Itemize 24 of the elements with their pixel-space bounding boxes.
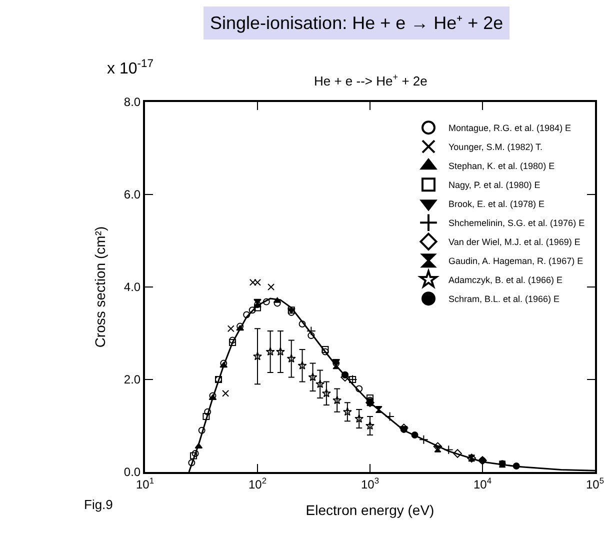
chart-title: Single-ionisation: He + e → He⁺ + 2e [210,13,504,33]
y-tick-label: 8.0 [124,95,141,110]
x-tick-label: 10$^{3}$ [360,475,380,492]
legend-label: Adamczyk, B. et al. (1966) E [448,275,563,286]
legend-label: Shchemelinin, S.G. et al. (1976) E [448,218,585,228]
y-tick-label: 2.0 [124,372,141,387]
x-axis-title: Electron energy (eV) [306,502,434,518]
x-tick-label: 10$^{5}$ [586,475,604,492]
legend-label: Younger, S.M. (1982) T. [448,142,543,152]
legend-label: Montague, R.G. et al. (1984) E [448,123,572,134]
y-tick-label: 4.0 [124,280,141,294]
legend-label: Gaudin, A. Hageman, R. (1967) E [448,256,584,266]
legend-label: Van der Wiel, M.J. et al. (1969) E [448,237,580,248]
legend-label: Nagy, P. et al. (1980) E [448,180,540,190]
legend-label: Schram, B.L. et al. (1966) E [448,294,560,304]
legend-label: Brook, E. et al. (1978) E [448,199,545,210]
legend-label: Stephan, K. et al. (1980) E [448,161,555,172]
caption: Fig.9 [84,497,113,512]
y-axis-title: Cross section (cm²) [92,226,108,348]
chart-subtitle: He + e --> He$^{+}$ + 2e [314,72,428,88]
x-tick-label: 10$^{4}$ [473,475,492,492]
text: x 10$^{-17}$ [107,58,154,78]
x-tick-label: 10$^{2}$ [248,475,267,492]
y-tick-label: 6.0 [124,188,141,202]
